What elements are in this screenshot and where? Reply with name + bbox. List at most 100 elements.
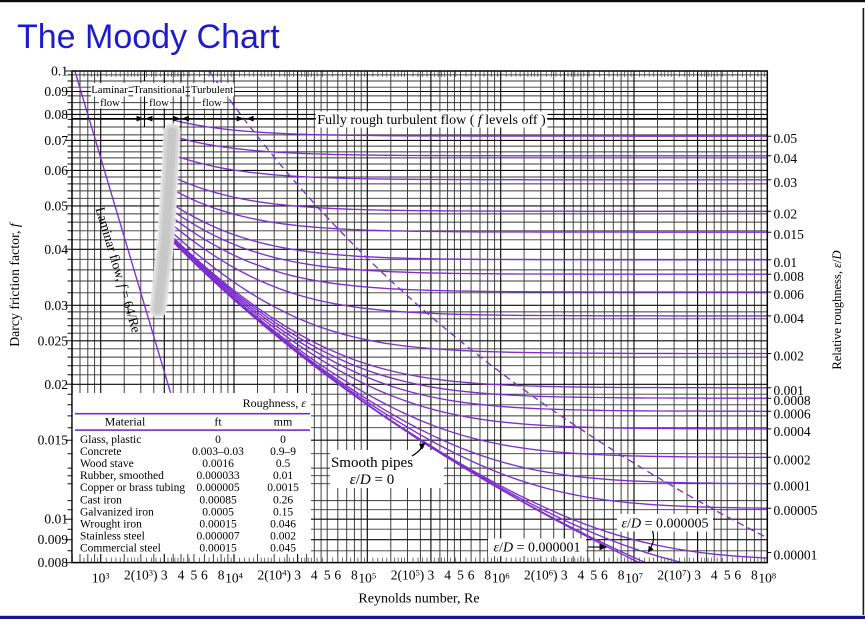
svg-text:Cast iron: Cast iron bbox=[80, 494, 122, 506]
svg-text:0.09: 0.09 bbox=[44, 84, 68, 99]
svg-text:106: 106 bbox=[492, 571, 510, 586]
svg-text:0.01: 0.01 bbox=[774, 255, 798, 270]
svg-text:0.05: 0.05 bbox=[774, 131, 798, 146]
svg-text:3: 3 bbox=[561, 568, 568, 583]
svg-text:5: 5 bbox=[324, 568, 331, 583]
svg-text:4: 4 bbox=[711, 568, 718, 583]
svg-text:2(107): 2(107) bbox=[657, 568, 691, 583]
svg-text:flow: flow bbox=[202, 97, 222, 109]
svg-text:0.0008: 0.0008 bbox=[774, 393, 811, 408]
svg-text:3: 3 bbox=[428, 568, 435, 583]
svg-text:0.06: 0.06 bbox=[44, 163, 68, 178]
svg-text:Material: Material bbox=[105, 415, 146, 429]
svg-text:0.9–9: 0.9–9 bbox=[270, 446, 296, 458]
svg-text:0.002: 0.002 bbox=[270, 531, 296, 543]
svg-text:flow: flow bbox=[149, 97, 169, 109]
svg-text:0: 0 bbox=[280, 434, 286, 446]
svg-text:Galvanized iron: Galvanized iron bbox=[80, 506, 154, 518]
svg-text:0.001: 0.001 bbox=[774, 383, 804, 398]
svg-text:0: 0 bbox=[215, 434, 221, 446]
svg-text:8: 8 bbox=[484, 568, 491, 583]
svg-text:5: 5 bbox=[457, 568, 464, 583]
svg-text:0.07: 0.07 bbox=[44, 133, 68, 148]
svg-text:0.5: 0.5 bbox=[276, 458, 291, 470]
svg-text:Relative roughness, ε/D: Relative roughness, ε/D bbox=[830, 250, 844, 369]
svg-text:0.003–0.03: 0.003–0.03 bbox=[192, 446, 244, 458]
svg-text:6: 6 bbox=[468, 568, 475, 583]
svg-text:2(104): 2(104) bbox=[257, 568, 291, 583]
svg-text:Commercial steel: Commercial steel bbox=[80, 543, 161, 555]
svg-text:0.002: 0.002 bbox=[774, 349, 804, 364]
svg-text:0.000005: 0.000005 bbox=[196, 482, 239, 494]
svg-text:mm: mm bbox=[274, 415, 293, 429]
svg-text:6: 6 bbox=[334, 568, 341, 583]
svg-text:4: 4 bbox=[178, 568, 185, 583]
svg-text:Wrought iron: Wrought iron bbox=[80, 519, 142, 531]
svg-text:Copper or brass tubing: Copper or brass tubing bbox=[80, 482, 185, 494]
svg-text:0.015: 0.015 bbox=[774, 227, 805, 242]
svg-text:0.03: 0.03 bbox=[774, 175, 798, 190]
svg-text:0.05: 0.05 bbox=[44, 198, 68, 213]
svg-text:0.008: 0.008 bbox=[38, 555, 69, 570]
svg-text:Concrete: Concrete bbox=[80, 446, 122, 458]
svg-text:0.00085: 0.00085 bbox=[199, 494, 237, 506]
svg-text:0.26: 0.26 bbox=[273, 494, 293, 506]
svg-text:0.006: 0.006 bbox=[774, 287, 805, 302]
svg-text:0.02: 0.02 bbox=[774, 206, 798, 221]
svg-text:0.0006: 0.0006 bbox=[774, 406, 811, 421]
svg-text:0.015: 0.015 bbox=[38, 433, 69, 448]
svg-text:103: 103 bbox=[92, 571, 110, 586]
svg-text:0.01: 0.01 bbox=[44, 512, 68, 527]
svg-text:Transitional: Transitional bbox=[133, 84, 185, 96]
svg-text:0.008: 0.008 bbox=[774, 269, 805, 284]
svg-text:2(105): 2(105) bbox=[391, 568, 425, 583]
svg-text:4: 4 bbox=[311, 568, 318, 583]
svg-text:0.0004: 0.0004 bbox=[774, 424, 811, 439]
svg-text:3: 3 bbox=[694, 568, 701, 583]
svg-text:0.045: 0.045 bbox=[270, 543, 296, 555]
svg-text:Laminar: Laminar bbox=[91, 84, 128, 96]
svg-text:0.00015: 0.00015 bbox=[199, 543, 237, 555]
svg-text:ε/D = 0.000005: ε/D = 0.000005 bbox=[622, 517, 709, 532]
svg-text:0.00015: 0.00015 bbox=[199, 519, 237, 531]
svg-text:Darcy friction factor, f: Darcy friction factor, f bbox=[7, 221, 22, 347]
svg-text:Roughness, ε: Roughness, ε bbox=[243, 396, 307, 410]
svg-text:0.0016: 0.0016 bbox=[202, 458, 234, 470]
svg-text:4: 4 bbox=[444, 568, 451, 583]
svg-text:8: 8 bbox=[751, 568, 758, 583]
svg-text:Glass, plastic: Glass, plastic bbox=[80, 434, 141, 446]
svg-text:107: 107 bbox=[625, 571, 643, 586]
svg-text:ε/D = 0: ε/D = 0 bbox=[350, 472, 394, 488]
svg-text:5: 5 bbox=[724, 568, 731, 583]
svg-text:8: 8 bbox=[218, 568, 225, 583]
svg-text:6: 6 bbox=[601, 568, 608, 583]
svg-text:Reynolds number, Re: Reynolds number, Re bbox=[358, 592, 479, 607]
svg-text:Smooth pipes: Smooth pipes bbox=[331, 455, 413, 471]
svg-text:Wood stave: Wood stave bbox=[80, 458, 134, 470]
svg-text:Fully rough turbulent flow ( f: Fully rough turbulent flow ( f levels of… bbox=[317, 113, 546, 128]
svg-text:Stainless steel: Stainless steel bbox=[80, 531, 145, 543]
svg-text:0.04: 0.04 bbox=[774, 151, 798, 166]
svg-text:ft: ft bbox=[214, 415, 222, 429]
svg-text:108: 108 bbox=[758, 571, 776, 586]
svg-text:0.15: 0.15 bbox=[273, 506, 293, 518]
svg-text:0.1: 0.1 bbox=[51, 64, 68, 79]
svg-text:2(103): 2(103) bbox=[124, 568, 158, 583]
svg-text:6: 6 bbox=[734, 568, 741, 583]
svg-text:Turbulent: Turbulent bbox=[191, 84, 233, 96]
svg-text:0.04: 0.04 bbox=[44, 242, 68, 257]
svg-text:4: 4 bbox=[578, 568, 585, 583]
svg-text:2(106): 2(106) bbox=[524, 568, 558, 583]
svg-text:0.0001: 0.0001 bbox=[774, 479, 811, 494]
svg-text:0.03: 0.03 bbox=[44, 298, 68, 313]
svg-text:0.009: 0.009 bbox=[38, 532, 69, 547]
svg-text:0.000033: 0.000033 bbox=[196, 470, 239, 482]
svg-text:0.0015: 0.0015 bbox=[267, 482, 299, 494]
svg-text:5: 5 bbox=[590, 568, 597, 583]
svg-text:ε/D = 0.000001: ε/D = 0.000001 bbox=[494, 541, 581, 556]
svg-text:0.0005: 0.0005 bbox=[202, 506, 234, 518]
svg-text:0.02: 0.02 bbox=[44, 377, 68, 392]
svg-text:0.004: 0.004 bbox=[774, 311, 805, 326]
svg-text:5: 5 bbox=[191, 568, 198, 583]
svg-text:0.00001: 0.00001 bbox=[774, 548, 818, 563]
